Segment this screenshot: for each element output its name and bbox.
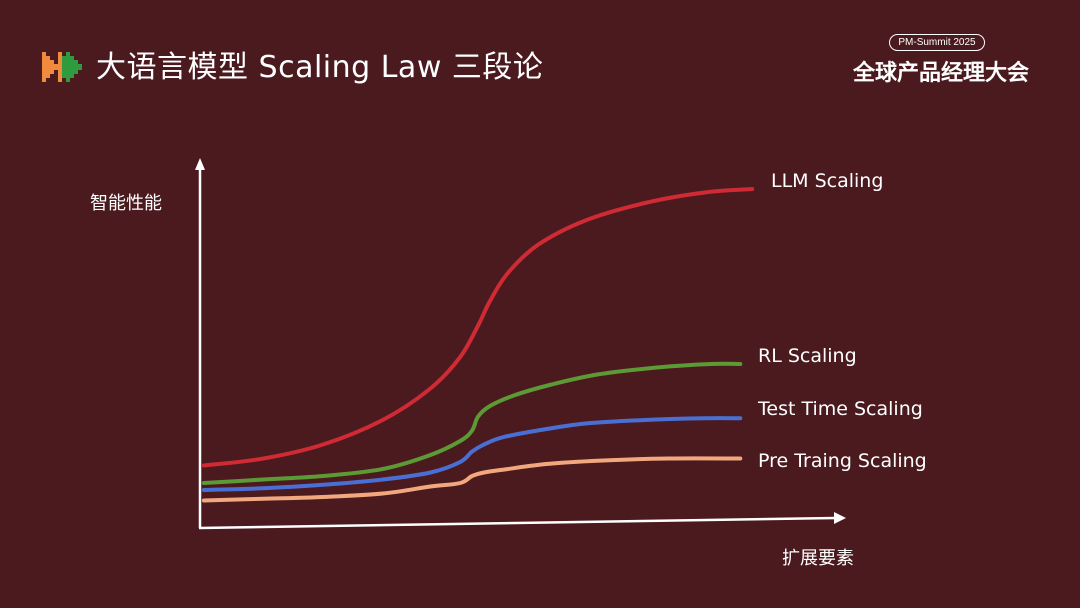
x-axis (198, 516, 837, 530)
summit-badge: PM-Summit 2025 (889, 34, 985, 51)
series-label-llm: LLM Scaling (771, 170, 884, 192)
x-axis-label: 扩展要素 (782, 548, 854, 569)
series-line-llm (201, 187, 755, 468)
y-axis-arrow-icon (195, 158, 205, 170)
axes (195, 158, 846, 530)
series-label-pre-training: Pre Traing Scaling (758, 450, 927, 472)
page-title: 大语言模型 Scaling Law 三段论 (96, 50, 544, 85)
series-layer (201, 187, 755, 503)
x-axis-arrow-icon (834, 512, 846, 524)
event-name: 全球产品经理大会 (852, 61, 1029, 86)
series-line-test-time (201, 416, 743, 492)
brand-logo-icon (42, 52, 82, 82)
series-line-pre-training (201, 456, 743, 503)
series-line-rl (201, 361, 743, 485)
series-label-rl: RL Scaling (758, 345, 857, 367)
y-axis-label: 智能性能 (90, 193, 162, 214)
series-label-test-time: Test Time Scaling (758, 398, 923, 420)
